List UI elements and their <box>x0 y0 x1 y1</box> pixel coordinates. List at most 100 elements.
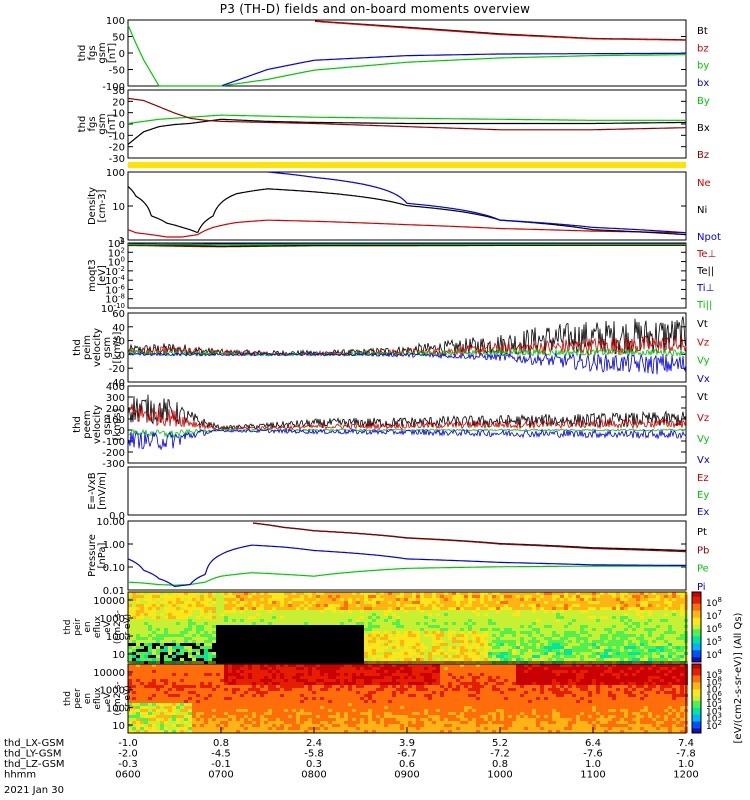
spectrogram-cell <box>204 688 208 691</box>
spectrogram-cell <box>400 634 404 637</box>
spectrogram-cell <box>200 640 204 643</box>
spectrogram-cell <box>332 598 336 601</box>
spectrogram-cell <box>344 595 348 598</box>
legend-entry: Vz <box>697 413 709 424</box>
spectrogram-cell <box>400 604 404 607</box>
spectrogram-cell <box>164 625 168 628</box>
spectrogram-cell <box>536 610 540 613</box>
spectrogram-cell <box>660 646 664 649</box>
spectrogram-cell <box>228 730 232 733</box>
spectrogram-cell <box>220 706 224 709</box>
spectrogram-cell <box>188 613 192 616</box>
spectrogram-cell <box>380 658 384 661</box>
spectrogram-cell <box>312 649 316 652</box>
spectrogram-cell <box>408 631 412 634</box>
spectrogram-cell <box>216 694 220 697</box>
spectrogram-cell <box>584 652 588 655</box>
spectrogram-cell <box>320 697 324 700</box>
spectrogram-cell <box>268 616 272 619</box>
spectrogram-cell <box>152 592 156 595</box>
spectrogram-cell <box>332 613 336 616</box>
spectrogram-cell <box>320 694 324 697</box>
spectrogram-cell <box>336 709 340 712</box>
spectrogram-cell <box>232 691 236 694</box>
spectrogram-cell <box>656 595 660 598</box>
spectrogram-cell <box>248 613 252 616</box>
y-axis-label: en <box>83 621 93 632</box>
spectrogram-cell <box>340 607 344 610</box>
spectrogram-cell <box>340 694 344 697</box>
spectrogram-cell <box>340 631 344 634</box>
spectrogram-cell <box>320 628 324 631</box>
spectrogram-cell <box>196 649 200 652</box>
spectrogram-cell <box>260 673 264 676</box>
spectrogram-cell <box>336 652 340 655</box>
spectrogram-cell <box>196 676 200 679</box>
spectrogram-cell <box>364 619 368 622</box>
spectrogram-cell <box>252 673 256 676</box>
spectrogram-cell <box>636 598 640 601</box>
spectrogram-cell <box>368 622 372 625</box>
spectrogram-cell <box>488 604 492 607</box>
spectrogram-cell <box>268 652 272 655</box>
spectrogram-cell <box>432 625 436 628</box>
spectrogram-cell <box>516 637 520 640</box>
spectrogram-cell <box>144 664 148 667</box>
spectrogram-cell <box>496 628 500 631</box>
spectrogram-cell <box>312 616 316 619</box>
spectrogram-cell <box>608 643 612 646</box>
spectrogram-cell <box>592 616 596 619</box>
spectrogram-cell <box>160 616 164 619</box>
spectrogram-cell <box>672 634 676 637</box>
spectrogram-cell <box>128 607 132 610</box>
spectrogram-cell <box>424 637 428 640</box>
spectrogram-cell <box>172 604 176 607</box>
spectrogram-cell <box>292 592 296 595</box>
spectrogram-cell <box>336 649 340 652</box>
spectrogram-cell <box>324 673 328 676</box>
spectrogram-cell <box>576 622 580 625</box>
spectrogram-cell <box>464 610 468 613</box>
spectrogram-cell <box>232 610 236 613</box>
spectrogram-cell <box>312 721 316 724</box>
spectrogram-cell <box>520 622 524 625</box>
spectrogram-cell <box>476 649 480 652</box>
spectrogram-cell <box>560 619 564 622</box>
spectrogram-cell <box>632 622 636 625</box>
spectrogram-cell <box>264 646 268 649</box>
spectrogram-cell <box>280 613 284 616</box>
spectrogram-cell <box>488 652 492 655</box>
spectrogram-cell <box>600 595 604 598</box>
spectrogram-cell <box>160 685 164 688</box>
spectrogram-cell <box>148 601 152 604</box>
spectrogram-cell <box>132 631 136 634</box>
spectrogram-cell <box>468 598 472 601</box>
spectrogram-cell <box>208 667 212 670</box>
spectrogram-cell <box>352 706 356 709</box>
spectrogram-cell <box>128 658 132 661</box>
spectrogram-cell <box>184 643 188 646</box>
spectrogram-cell <box>372 598 376 601</box>
spectrogram-cell <box>288 628 292 631</box>
spectrogram-cell <box>436 655 440 658</box>
spectrogram-cell <box>300 613 304 616</box>
spectrogram-cell <box>440 622 444 625</box>
spectrogram-cell <box>340 628 344 631</box>
spectrogram-cell <box>308 598 312 601</box>
spectrogram-cell <box>352 652 356 655</box>
spectrogram-cell <box>628 646 632 649</box>
spectrogram-cell <box>520 610 524 613</box>
spectrogram-cell <box>216 592 220 595</box>
spectrogram-cell <box>160 607 164 610</box>
spectrogram-cell <box>396 628 400 631</box>
spectrogram-cell <box>328 730 332 733</box>
spectrogram-cell <box>204 718 208 721</box>
spectrogram-cell <box>180 694 184 697</box>
spectrogram-cell <box>232 730 236 733</box>
spectrogram-cell <box>252 694 256 697</box>
spectrogram-cell <box>168 595 172 598</box>
spectrogram-cell <box>248 646 252 649</box>
spectrogram-cell <box>204 601 208 604</box>
spectrogram-cell <box>360 634 364 637</box>
spectrogram-cell <box>144 640 148 643</box>
